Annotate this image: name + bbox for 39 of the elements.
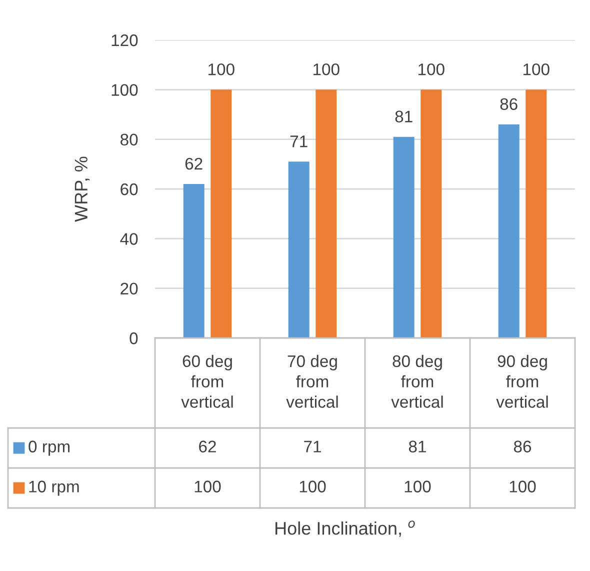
- text: 81: [408, 440, 426, 452]
- y-axis-title: WRP, %: [74, 156, 90, 222]
- data-label: 100: [208, 63, 234, 76]
- bar: [393, 136, 414, 338]
- x-tick-label: 90 deg from vertical: [496, 354, 548, 408]
- data-label: 100: [314, 63, 340, 76]
- data-label: 86: [500, 98, 518, 110]
- text: 100: [194, 480, 221, 492]
- bar: [526, 90, 547, 338]
- data-label: 71: [290, 136, 308, 148]
- y-tick-label: 100: [112, 84, 138, 96]
- text: Hole Inclination, $^{o}$: [276, 520, 415, 537]
- legend-label: 10 rpm: [29, 480, 79, 496]
- legend-label: 0 rpm: [28, 440, 70, 456]
- bar: [316, 90, 337, 338]
- y-tick-label: 0: [130, 332, 138, 344]
- bar: [498, 124, 520, 338]
- text: 62: [199, 440, 216, 452]
- bar: [210, 90, 232, 338]
- x-tick-label: 60 deg from vertical: [181, 354, 233, 408]
- text: 71: [304, 440, 321, 452]
- y-tick-label: 60: [120, 183, 138, 196]
- y-tick-label: 40: [120, 233, 138, 245]
- data-label: 100: [524, 63, 550, 76]
- text: 100: [510, 480, 536, 492]
- y-tick-label: 80: [120, 134, 138, 146]
- data-label: 100: [418, 63, 444, 76]
- y-tick-label: 120: [112, 34, 138, 46]
- text: 100: [300, 480, 326, 492]
- data-label: 81: [395, 110, 412, 122]
- bar: [288, 162, 310, 338]
- bar: [420, 90, 442, 338]
- text: 100: [404, 480, 431, 492]
- y-tick-label: 20: [120, 282, 138, 295]
- x-tick-label: 80 deg from vertical: [391, 354, 443, 408]
- x-tick-label: 70 deg from vertical: [286, 354, 338, 408]
- bar: [183, 184, 204, 338]
- data-label: 62: [185, 158, 202, 170]
- text: 86: [514, 440, 532, 452]
